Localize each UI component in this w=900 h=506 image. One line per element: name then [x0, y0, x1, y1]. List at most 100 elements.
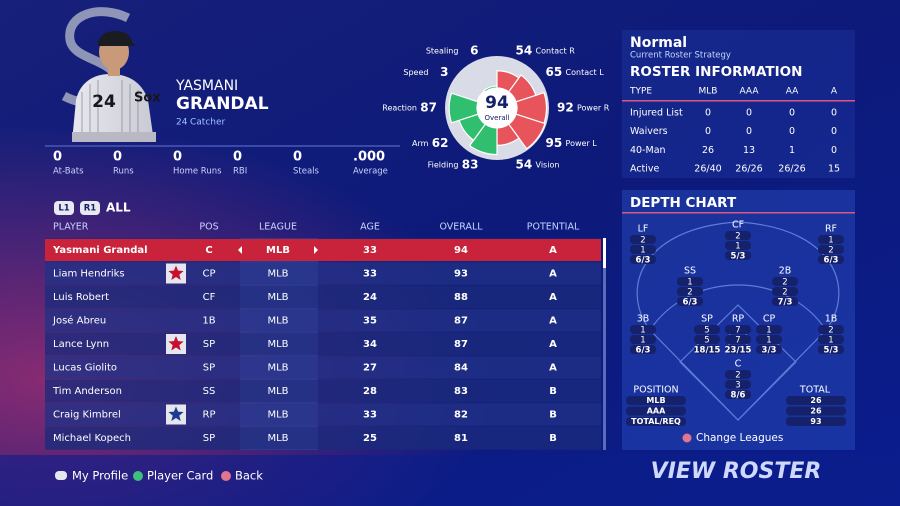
rating-value: 65 — [546, 65, 563, 79]
badge-star — [168, 336, 184, 351]
rating-value: 83 — [462, 158, 479, 172]
cell: A — [549, 339, 557, 350]
player-number: 24 — [176, 118, 188, 128]
view-roster-button[interactable]: VIEW ROSTER — [651, 459, 822, 484]
scrollbar-track — [603, 238, 606, 450]
scrollbar-thumb[interactable] — [603, 238, 606, 268]
tab[interactable]: ALL — [106, 201, 131, 215]
cell: 33 — [363, 410, 377, 421]
position-pill — [630, 245, 656, 254]
cell: MLB — [267, 339, 288, 350]
position-label: 3B — [637, 314, 650, 325]
position-pill — [630, 235, 656, 244]
header-rule — [622, 212, 855, 214]
row[interactable] — [45, 262, 601, 285]
position-pill — [756, 325, 782, 334]
cell: A — [549, 292, 557, 303]
row[interactable] — [45, 356, 601, 379]
position-pill — [677, 297, 703, 306]
player-portrait — [61, 7, 156, 142]
cell: Craig Kimbrel — [53, 410, 121, 421]
column-header: AAA — [740, 87, 760, 97]
row[interactable] — [45, 333, 601, 355]
cell: C — [205, 245, 212, 256]
column-header: PLAYER — [53, 222, 89, 233]
cell: 1B — [202, 316, 215, 327]
position-pill — [694, 325, 720, 334]
row[interactable] — [45, 403, 601, 426]
cell: A — [549, 245, 557, 256]
cell: 1 — [789, 145, 795, 156]
cell: B — [549, 410, 557, 421]
position-pill — [677, 287, 703, 296]
cell: RP — [203, 410, 216, 421]
row[interactable] — [45, 286, 601, 308]
cell: 81 — [454, 433, 468, 444]
column-header: OVERALL — [439, 222, 483, 233]
cell: Tim Anderson — [52, 386, 122, 397]
position-total: 7/3 — [778, 298, 793, 308]
row[interactable] — [45, 427, 601, 449]
position-total: 5/3 — [824, 346, 839, 356]
section-title: DEPTH CHART — [630, 195, 737, 211]
cell: 0 — [789, 126, 795, 137]
roster-info-panel — [622, 30, 855, 178]
change-leagues[interactable]: Change Leagues — [696, 432, 783, 444]
cell: A — [549, 363, 557, 374]
rating-name: Power R — [577, 104, 610, 113]
stat-value: 0 — [53, 150, 62, 165]
legend-total: 93 — [810, 417, 821, 426]
cell: MLB — [267, 433, 288, 444]
cell: 15 — [828, 164, 840, 175]
position-count: 7 — [735, 336, 740, 346]
rating-name: Contact L — [566, 68, 605, 77]
position-pill — [630, 345, 656, 354]
legend-title: POSITION — [633, 385, 678, 396]
footer-band — [0, 455, 900, 506]
cell: CP — [202, 269, 215, 280]
stat-label: Average — [353, 167, 388, 177]
cell: Michael Kopech — [53, 433, 131, 444]
position-pill — [818, 325, 844, 334]
cell: 28 — [363, 386, 377, 397]
rating-value: 54 — [516, 43, 533, 57]
selected-row[interactable] — [45, 239, 601, 261]
position-count: 5 — [704, 336, 709, 346]
cell: 82 — [454, 410, 468, 421]
legend-total: 26 — [810, 396, 822, 405]
position-count: 1 — [687, 278, 692, 288]
cell: 25 — [363, 433, 377, 444]
column-header: LEAGUE — [259, 222, 297, 233]
tab-button[interactable] — [80, 201, 100, 215]
position-total: 8/6 — [731, 391, 746, 401]
cell: 27 — [363, 363, 377, 374]
tab-button[interactable] — [54, 201, 74, 215]
rating-name: Reaction — [382, 104, 417, 113]
footer-button[interactable]: My Profile — [72, 469, 128, 483]
cell: 35 — [363, 316, 377, 327]
stat-value: 0 — [173, 150, 182, 165]
position-label: RF — [825, 224, 837, 235]
position-pill — [725, 380, 751, 389]
cell: SP — [203, 433, 215, 444]
position-pill — [694, 345, 720, 354]
section-title: ROSTER INFORMATION — [630, 64, 802, 80]
position-pill — [772, 297, 798, 306]
cell: 0 — [705, 126, 711, 137]
overall-label: Overall — [484, 114, 509, 122]
position-pill — [725, 251, 751, 260]
position-pill — [725, 241, 751, 250]
footer-button[interactable]: Player Card — [147, 469, 213, 483]
tab[interactable]: L1 — [58, 204, 69, 214]
footer-button[interactable]: Back — [235, 469, 263, 483]
row[interactable] — [45, 380, 601, 402]
tab[interactable]: R1 — [84, 204, 97, 214]
cell: CF — [203, 292, 216, 303]
position-pill — [756, 345, 782, 354]
row[interactable] — [45, 309, 601, 332]
column-header: MLB — [699, 87, 718, 97]
position-pill — [630, 325, 656, 334]
legend-row: AAA — [647, 407, 666, 416]
cell: MLB — [267, 410, 288, 421]
